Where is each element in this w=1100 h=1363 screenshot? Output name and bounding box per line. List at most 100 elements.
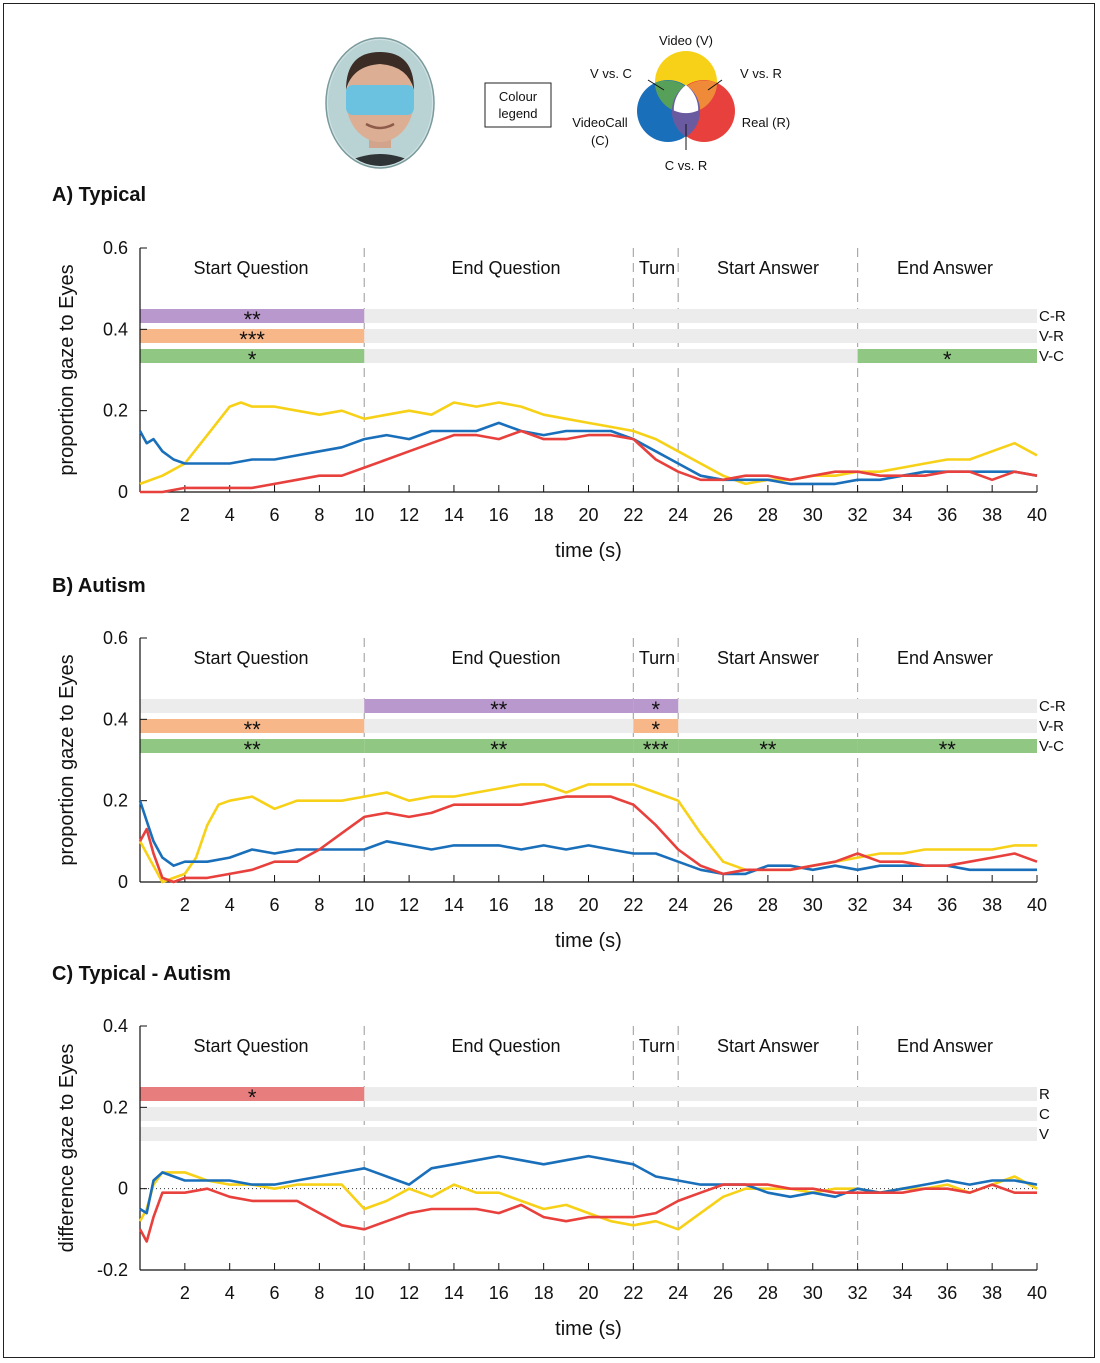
venn-label-v-vs-r: V vs. R: [740, 66, 782, 81]
x-tick-label: 30: [803, 1283, 823, 1303]
significance-stars: **: [490, 697, 508, 722]
significance-stars: **: [939, 737, 957, 762]
y-tick-label: 0.2: [103, 401, 128, 421]
phase-label: Turn: [639, 1036, 675, 1056]
x-tick-label: 32: [848, 1283, 868, 1303]
x-tick-label: 38: [982, 1283, 1002, 1303]
chart-panels: A) Typical Start Question End Question Turn…: [52, 184, 1066, 1340]
x-tick-label: 26: [713, 895, 733, 915]
x-tick-label: 28: [758, 895, 778, 915]
venn-legend: Video (V) V vs. C V vs. R VideoCall (C) …: [572, 33, 790, 173]
x-tick-label: 32: [848, 505, 868, 525]
significance-stars: *: [248, 1085, 257, 1110]
x-tick-label: 38: [982, 895, 1002, 915]
phase-label: End Answer: [897, 648, 993, 668]
x-tick-label: 16: [489, 895, 509, 915]
x-tick-label: 16: [489, 1283, 509, 1303]
y-axis-label: proportion gaze to Eyes: [56, 654, 78, 865]
significance-segment: [140, 349, 365, 363]
y-tick-label: -0.2: [97, 1260, 128, 1280]
x-tick-label: 10: [354, 1283, 374, 1303]
y-axis-label: proportion gaze to Eyes: [56, 264, 78, 475]
significance-bar-background: [140, 1127, 1037, 1141]
significance-stars: *: [248, 347, 257, 372]
legend-box-line-1: Colour: [499, 89, 538, 104]
phase-label: Start Question: [193, 648, 308, 668]
x-tick-label: 18: [534, 895, 554, 915]
x-tick-label: 4: [225, 505, 235, 525]
x-tick-label: 26: [713, 1283, 733, 1303]
phase-label: Start Answer: [717, 648, 819, 668]
x-tick-label: 16: [489, 505, 509, 525]
x-tick-label: 26: [713, 505, 733, 525]
x-tick-label: 20: [578, 1283, 598, 1303]
series-line-C: [138, 800, 1037, 876]
x-tick-label: 12: [399, 1283, 419, 1303]
x-tick-label: 8: [314, 1283, 324, 1303]
x-tick-label: 2: [180, 1283, 190, 1303]
significance-segment: [633, 739, 679, 753]
significance-segment: [633, 719, 679, 733]
panel-title: B) Autism: [52, 575, 146, 597]
significance-segment: [140, 1087, 365, 1101]
phase-label: End Answer: [897, 258, 993, 278]
series-line-C: [138, 421, 1038, 486]
x-tick-label: 14: [444, 505, 464, 525]
y-tick-label: 0.4: [103, 1016, 128, 1036]
x-tick-label: 22: [623, 505, 643, 525]
legend-box-line-2: legend: [498, 106, 537, 121]
phase-label: Start Question: [193, 1036, 308, 1056]
y-tick-label: 0: [118, 872, 128, 892]
significance-stars: *: [651, 717, 660, 742]
figure-frame: [3, 3, 1095, 1358]
x-tick-label: 36: [937, 895, 957, 915]
x-tick-label: 22: [623, 1283, 643, 1303]
phase-label: Start Answer: [717, 258, 819, 278]
x-tick-label: 12: [399, 505, 419, 525]
panel-title: C) Typical - Autism: [52, 963, 231, 985]
x-tick-label: 28: [758, 505, 778, 525]
venn-label-v-vs-c: V vs. C: [590, 66, 632, 81]
x-tick-label: 20: [578, 895, 598, 915]
significance-bar-background: [140, 1107, 1037, 1121]
x-tick-label: 34: [892, 505, 912, 525]
x-tick-label: 14: [444, 895, 464, 915]
x-tick-label: 20: [578, 505, 598, 525]
significance-segment: [140, 719, 365, 733]
significance-segment: [140, 309, 365, 323]
venn-label-video: Video (V): [659, 33, 713, 48]
x-tick-label: 32: [848, 895, 868, 915]
x-tick-label: 8: [314, 505, 324, 525]
x-tick-label: 30: [803, 505, 823, 525]
y-tick-label: 0: [118, 482, 128, 502]
significance-stars: **: [490, 737, 508, 762]
x-tick-label: 38: [982, 505, 1002, 525]
significance-row-label: V-R: [1039, 328, 1064, 345]
significance-row-label: C-R: [1039, 308, 1066, 325]
y-tick-label: 0.6: [103, 628, 128, 648]
x-tick-label: 36: [937, 505, 957, 525]
x-tick-label: 14: [444, 1283, 464, 1303]
series-line-V: [139, 401, 1038, 486]
face-illustration: [325, 37, 435, 169]
significance-segment: [140, 739, 365, 753]
chart-panel-2: B) Autism Start Question End Question Turn S…: [52, 575, 1066, 952]
significance-segment: [857, 349, 1037, 363]
significance-row-label: C-R: [1039, 698, 1066, 715]
panel-title: A) Typical: [52, 184, 146, 206]
x-tick-label: 4: [225, 1283, 235, 1303]
x-tick-label: 24: [668, 505, 688, 525]
x-tick-label: 40: [1027, 1283, 1047, 1303]
phase-label: End Answer: [897, 1036, 993, 1056]
series-line-V: [138, 783, 1037, 884]
significance-row-label: R: [1039, 1086, 1050, 1103]
x-tick-label: 28: [758, 1283, 778, 1303]
chart-panel-1: A) Typical Start Question End Question Turn…: [52, 184, 1066, 562]
x-axis-label: time (s): [555, 930, 622, 952]
significance-stars: **: [244, 307, 262, 332]
significance-stars: *: [943, 347, 952, 372]
significance-stars: **: [244, 717, 262, 742]
x-tick-label: 2: [180, 505, 190, 525]
significance-segment: [364, 739, 634, 753]
